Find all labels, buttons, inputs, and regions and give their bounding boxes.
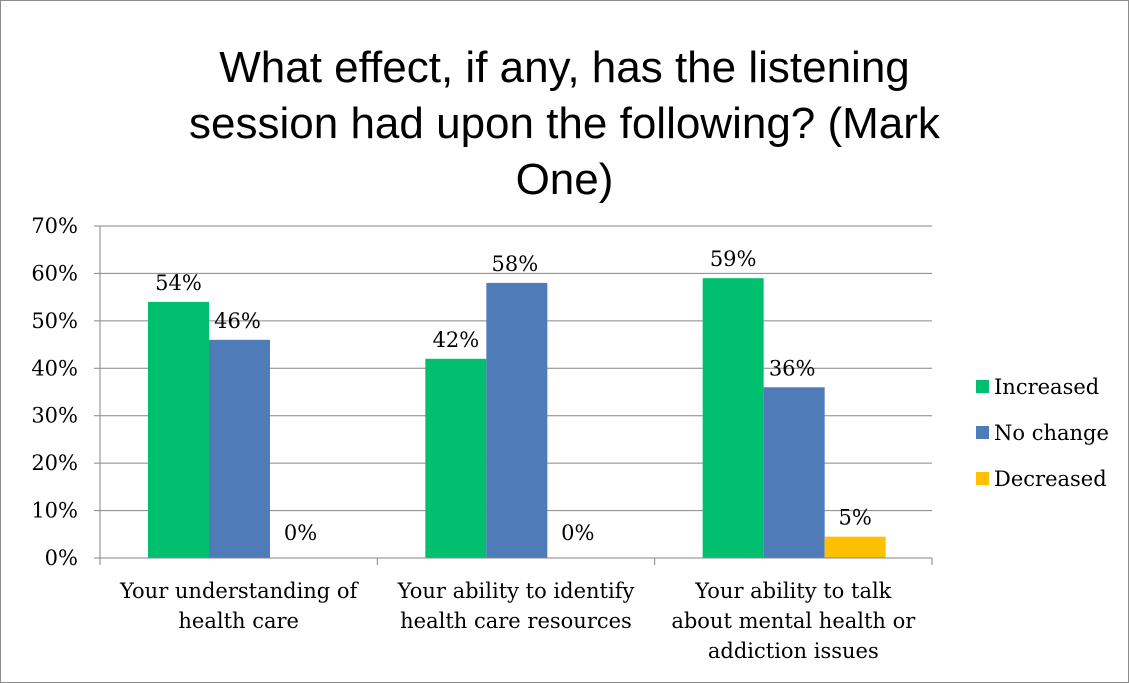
data-label: 0% [284, 521, 317, 545]
category-label: addiction issues [708, 639, 879, 663]
legend-label: Increased [994, 375, 1099, 399]
chart-title-line-1: What effect, if any, has the listening [219, 43, 910, 92]
category-label: about mental health or [671, 609, 916, 633]
bar-increased [702, 278, 764, 558]
category-label: Your understanding of [119, 579, 360, 603]
data-label: 42% [432, 328, 479, 352]
bar-decreased [824, 536, 886, 558]
category-label: health care [178, 609, 299, 633]
bars [148, 278, 886, 558]
data-label: 58% [491, 252, 538, 276]
y-tick-label: 70% [31, 214, 78, 238]
bar-no-change [209, 339, 270, 558]
y-tick-label: 40% [31, 356, 78, 380]
bar-increased [148, 301, 209, 558]
y-tick-label: 20% [31, 451, 78, 475]
legend-swatch [976, 380, 989, 393]
data-label: 0% [561, 521, 594, 545]
data-labels: 54% 46% 0% 42% 58% 0% 59% 36% 5% [155, 247, 872, 545]
y-tick-label: 10% [31, 499, 78, 523]
chart-title-line-2: session had upon the following? (Mark [189, 99, 940, 148]
data-label: 5% [839, 506, 872, 530]
chart-title: What effect, if any, has the listening s… [0, 40, 1129, 208]
chart-title-line-3: One) [515, 155, 614, 204]
data-label: 59% [710, 247, 757, 271]
category-label: Your ability to talk [694, 579, 891, 603]
y-tick-label: 30% [31, 404, 78, 428]
data-label: 36% [769, 356, 816, 380]
legend-swatch [976, 472, 989, 485]
y-tick-label: 0% [45, 546, 78, 570]
data-label: 46% [214, 309, 261, 333]
bar-no-change [763, 387, 825, 558]
y-tick-label: 50% [31, 309, 78, 333]
legend-swatch [976, 426, 989, 439]
axes: 0% 10% 20% 30% 40% 50% 60% 70% Your understandin… [31, 214, 933, 663]
legend-label: Decreased [994, 467, 1107, 491]
legend: Increased No change Decreased [976, 375, 1109, 491]
category-label: health care resources [400, 609, 632, 633]
data-label: 54% [155, 271, 202, 295]
bar-increased [425, 358, 487, 558]
category-label: Your ability to identify [397, 579, 635, 603]
bar-no-change [486, 282, 548, 558]
legend-label: No change [994, 421, 1109, 445]
y-tick-label: 60% [31, 261, 78, 285]
